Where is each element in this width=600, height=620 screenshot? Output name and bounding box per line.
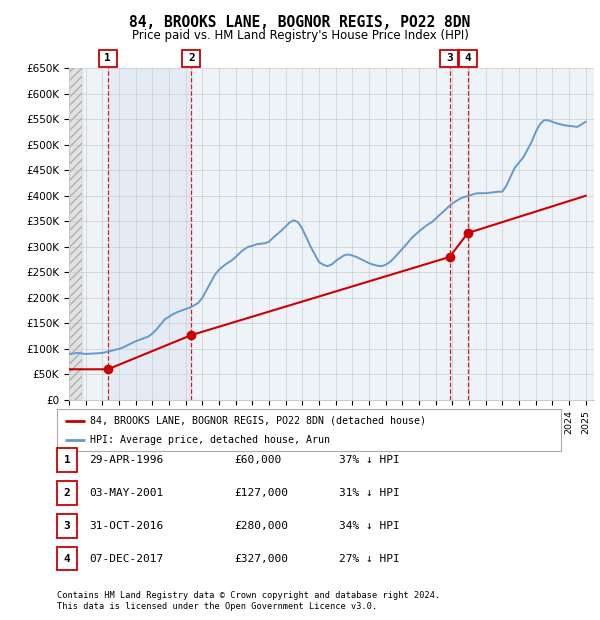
Text: 1: 1: [64, 455, 70, 465]
Bar: [69, 68, 82, 400]
Text: £60,000: £60,000: [234, 455, 281, 465]
Text: 3: 3: [64, 521, 70, 531]
Text: 2: 2: [64, 488, 70, 498]
Text: 84, BROOKS LANE, BOGNOR REGIS, PO22 8DN: 84, BROOKS LANE, BOGNOR REGIS, PO22 8DN: [130, 16, 470, 30]
Text: £127,000: £127,000: [234, 488, 288, 498]
Text: £280,000: £280,000: [234, 521, 288, 531]
Text: 29-APR-1996: 29-APR-1996: [89, 455, 163, 465]
Text: 31-OCT-2016: 31-OCT-2016: [89, 521, 163, 531]
Text: 3: 3: [446, 53, 453, 63]
Bar: [108, 68, 191, 400]
Text: 4: 4: [64, 554, 70, 564]
Text: HPI: Average price, detached house, Arun: HPI: Average price, detached house, Arun: [90, 435, 330, 445]
Text: Price paid vs. HM Land Registry's House Price Index (HPI): Price paid vs. HM Land Registry's House …: [131, 30, 469, 42]
Text: 34% ↓ HPI: 34% ↓ HPI: [339, 521, 400, 531]
Text: Contains HM Land Registry data © Crown copyright and database right 2024.: Contains HM Land Registry data © Crown c…: [57, 591, 440, 600]
Text: 4: 4: [464, 53, 471, 63]
Text: 03-MAY-2001: 03-MAY-2001: [89, 488, 163, 498]
Text: 27% ↓ HPI: 27% ↓ HPI: [339, 554, 400, 564]
Text: £327,000: £327,000: [234, 554, 288, 564]
Text: 07-DEC-2017: 07-DEC-2017: [89, 554, 163, 564]
Text: This data is licensed under the Open Government Licence v3.0.: This data is licensed under the Open Gov…: [57, 602, 377, 611]
Text: 2: 2: [188, 53, 195, 63]
Text: 31% ↓ HPI: 31% ↓ HPI: [339, 488, 400, 498]
Text: 84, BROOKS LANE, BOGNOR REGIS, PO22 8DN (detached house): 84, BROOKS LANE, BOGNOR REGIS, PO22 8DN …: [90, 415, 426, 425]
Text: 1: 1: [104, 53, 111, 63]
Bar: [69, 68, 82, 400]
Text: 37% ↓ HPI: 37% ↓ HPI: [339, 455, 400, 465]
